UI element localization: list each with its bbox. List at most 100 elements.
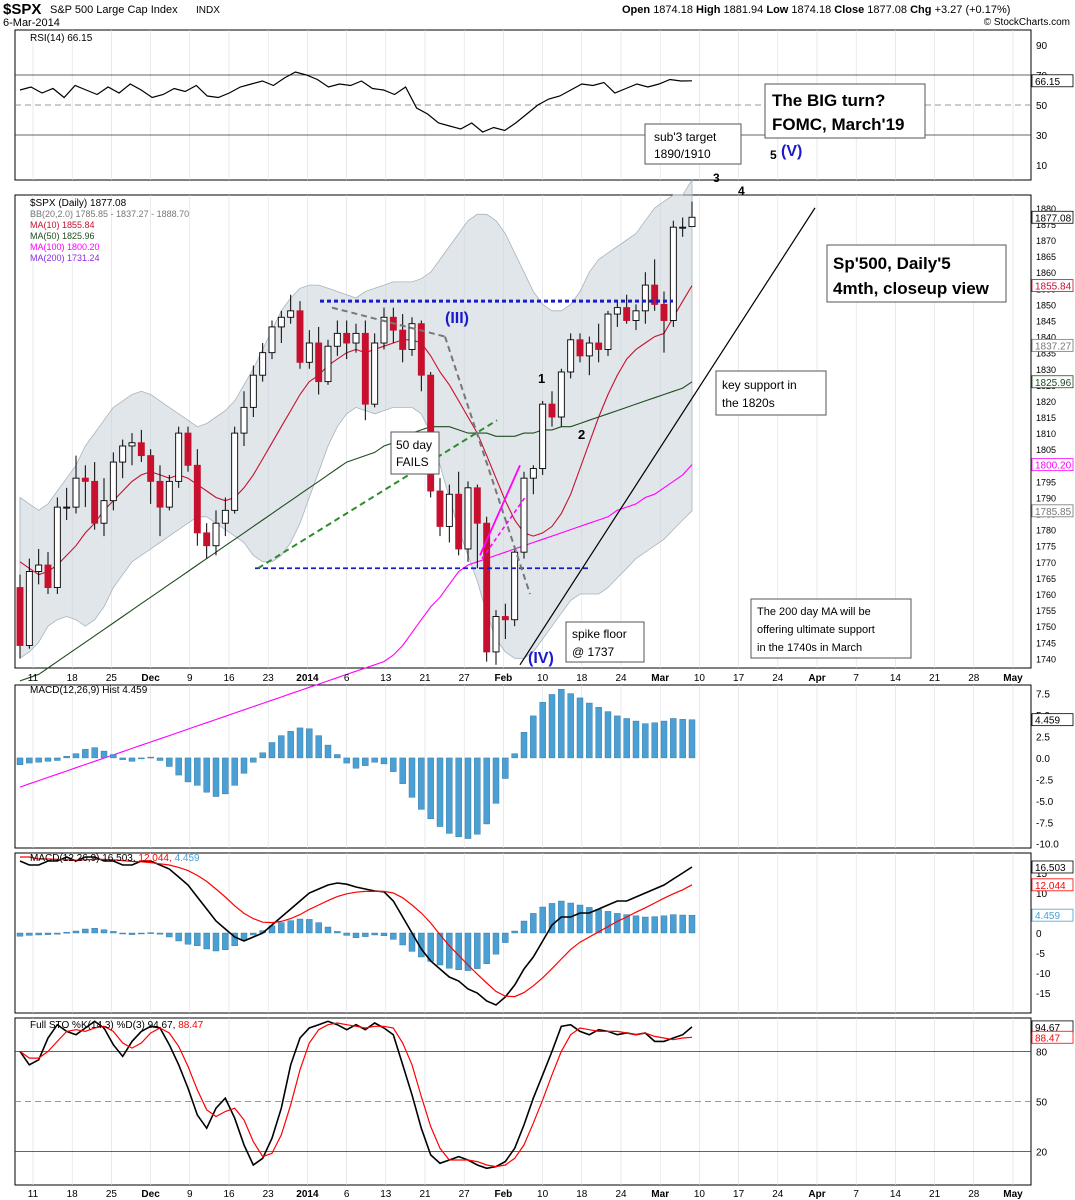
price-tick: 1810 bbox=[1036, 429, 1056, 439]
macd-hist-bar bbox=[166, 932, 173, 938]
x-tick-label: 21 bbox=[929, 673, 941, 684]
macd-hist-bar bbox=[483, 932, 490, 964]
hist-bar bbox=[427, 757, 434, 820]
macd-hist-bar bbox=[343, 932, 350, 936]
spike-floor-line2: @ 1737 bbox=[572, 645, 615, 659]
macd-tick: 0 bbox=[1036, 929, 1042, 940]
price-tick: 1740 bbox=[1036, 654, 1056, 664]
big-turn-line1: The BIG turn? bbox=[772, 91, 885, 110]
hist-bar bbox=[539, 701, 546, 759]
key-support-line1: key support in bbox=[722, 378, 797, 392]
panel-frame bbox=[14, 1017, 1032, 1186]
rsi-last-label-box bbox=[1031, 74, 1074, 88]
wave-III-label: (III) bbox=[445, 310, 469, 327]
hist-bar bbox=[91, 747, 98, 759]
hist-bar bbox=[586, 702, 593, 759]
x-tick-label: 9 bbox=[187, 673, 193, 684]
macd-hist-bar bbox=[35, 932, 42, 936]
hist-bar bbox=[688, 719, 696, 759]
x-tick-label: 16 bbox=[223, 673, 235, 684]
price-tick: 1775 bbox=[1036, 542, 1056, 552]
hist-tick: -7.5 bbox=[1036, 818, 1054, 829]
x-tick-label: 10 bbox=[694, 1189, 706, 1200]
x-tick-label: Apr bbox=[808, 1189, 825, 1200]
hist-bar bbox=[455, 757, 462, 838]
candle-body bbox=[352, 332, 360, 344]
hist-tick: 7.5 bbox=[1036, 690, 1050, 701]
candle-body bbox=[529, 468, 537, 479]
candle-body bbox=[259, 352, 267, 376]
candle-body bbox=[203, 532, 211, 547]
rsi-last-label: 66.15 bbox=[1035, 77, 1060, 88]
hist-bar bbox=[194, 757, 201, 786]
price-tick: 1795 bbox=[1036, 477, 1056, 487]
macd-hist-bar bbox=[100, 929, 108, 934]
hist-bar bbox=[222, 757, 229, 795]
price-legend: $SPX (Daily) 1877.08 BB(20,2.0) 1785.85 … bbox=[30, 198, 189, 263]
candle-body bbox=[287, 310, 295, 318]
candle-body bbox=[604, 313, 612, 350]
x-tick-label: 13 bbox=[380, 1189, 392, 1200]
ma50-last-label-box bbox=[1031, 375, 1074, 389]
price-tick: 1820 bbox=[1036, 397, 1056, 407]
hist-bar bbox=[511, 753, 518, 759]
x-tick-label: 11 bbox=[28, 1189, 39, 1200]
hist-bar bbox=[670, 718, 677, 759]
macd-hist-bar bbox=[334, 931, 341, 934]
rsi-tick: 50 bbox=[1036, 101, 1048, 112]
price-tick: 1840 bbox=[1036, 333, 1056, 343]
macd-hist-bar bbox=[203, 932, 210, 950]
candle-body bbox=[240, 406, 248, 434]
price-legend-title: $SPX (Daily) 1877.08 bbox=[30, 198, 127, 209]
hist-bar bbox=[231, 757, 238, 786]
candle-body bbox=[576, 339, 584, 357]
macd-hist-bar bbox=[511, 930, 518, 934]
hist-bar bbox=[362, 757, 369, 766]
price-close-label: 1877.08 bbox=[1035, 213, 1072, 224]
sub3-line1: sub'3 target bbox=[654, 130, 717, 144]
x-tick-label: 23 bbox=[263, 673, 275, 684]
price-tick: 1830 bbox=[1036, 365, 1056, 375]
candle-body bbox=[72, 477, 80, 508]
ma10-last-label: 1855.84 bbox=[1035, 282, 1072, 293]
hist-bar bbox=[343, 757, 350, 764]
macd-hist-bar bbox=[502, 932, 509, 943]
watermark: © StockCharts.com bbox=[984, 17, 1070, 28]
macd-hist-bar bbox=[567, 902, 574, 934]
macd-hist-bar bbox=[520, 920, 528, 934]
hist-tick: -5.0 bbox=[1036, 797, 1054, 808]
candle-body bbox=[305, 342, 313, 363]
macd-hist-bar bbox=[595, 909, 602, 934]
hist-bar bbox=[315, 735, 322, 759]
macd-hist-bar bbox=[576, 904, 584, 934]
candle-body bbox=[91, 480, 99, 524]
hist-bar bbox=[446, 757, 453, 834]
price-tick: 1805 bbox=[1036, 445, 1056, 455]
ma10-last-label-box bbox=[1031, 279, 1074, 293]
candle-body bbox=[268, 326, 276, 354]
chart-exchange: INDX bbox=[196, 5, 220, 16]
macd-hist-bar bbox=[474, 932, 481, 969]
hist-bar bbox=[679, 719, 686, 759]
candle-body bbox=[324, 345, 332, 383]
macd-hist-bar bbox=[138, 932, 145, 935]
hist-bar bbox=[371, 757, 378, 763]
candle-body bbox=[651, 284, 659, 305]
macd-hist-bar bbox=[175, 932, 182, 942]
macd-legend: MACD(12,26,9) 16.503, 12.044, 4.459 bbox=[30, 853, 200, 864]
candle-body bbox=[63, 506, 71, 509]
hist-bar bbox=[212, 757, 220, 797]
x-tick-label: 7 bbox=[853, 1189, 859, 1200]
price-tick: 1780 bbox=[1036, 526, 1056, 536]
annotation-sp-title: Sp'500, Daily'5 4mth, closeup view bbox=[826, 244, 1007, 303]
macd-signal-line bbox=[20, 856, 693, 998]
chart-ohlc: Open 1874.18 High 1881.94 Low 1874.18 Cl… bbox=[622, 4, 1010, 16]
macd-hist-bar bbox=[231, 932, 238, 947]
macd-hist-bar bbox=[72, 930, 80, 934]
macd-hist-bar bbox=[44, 932, 52, 935]
hist-bar bbox=[306, 728, 313, 759]
ma50-last-label: 1825.96 bbox=[1035, 378, 1072, 389]
macd-signal-last-label: 12.044 bbox=[1035, 881, 1066, 892]
x-tick-label: 24 bbox=[772, 1189, 784, 1200]
x-tick-label: 18 bbox=[67, 1189, 79, 1200]
